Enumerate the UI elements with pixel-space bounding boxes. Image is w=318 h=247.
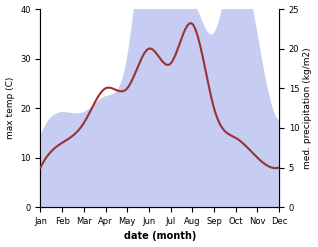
Y-axis label: med. precipitation (kg/m2): med. precipitation (kg/m2)	[303, 47, 313, 169]
Y-axis label: max temp (C): max temp (C)	[5, 77, 15, 139]
X-axis label: date (month): date (month)	[124, 231, 196, 242]
